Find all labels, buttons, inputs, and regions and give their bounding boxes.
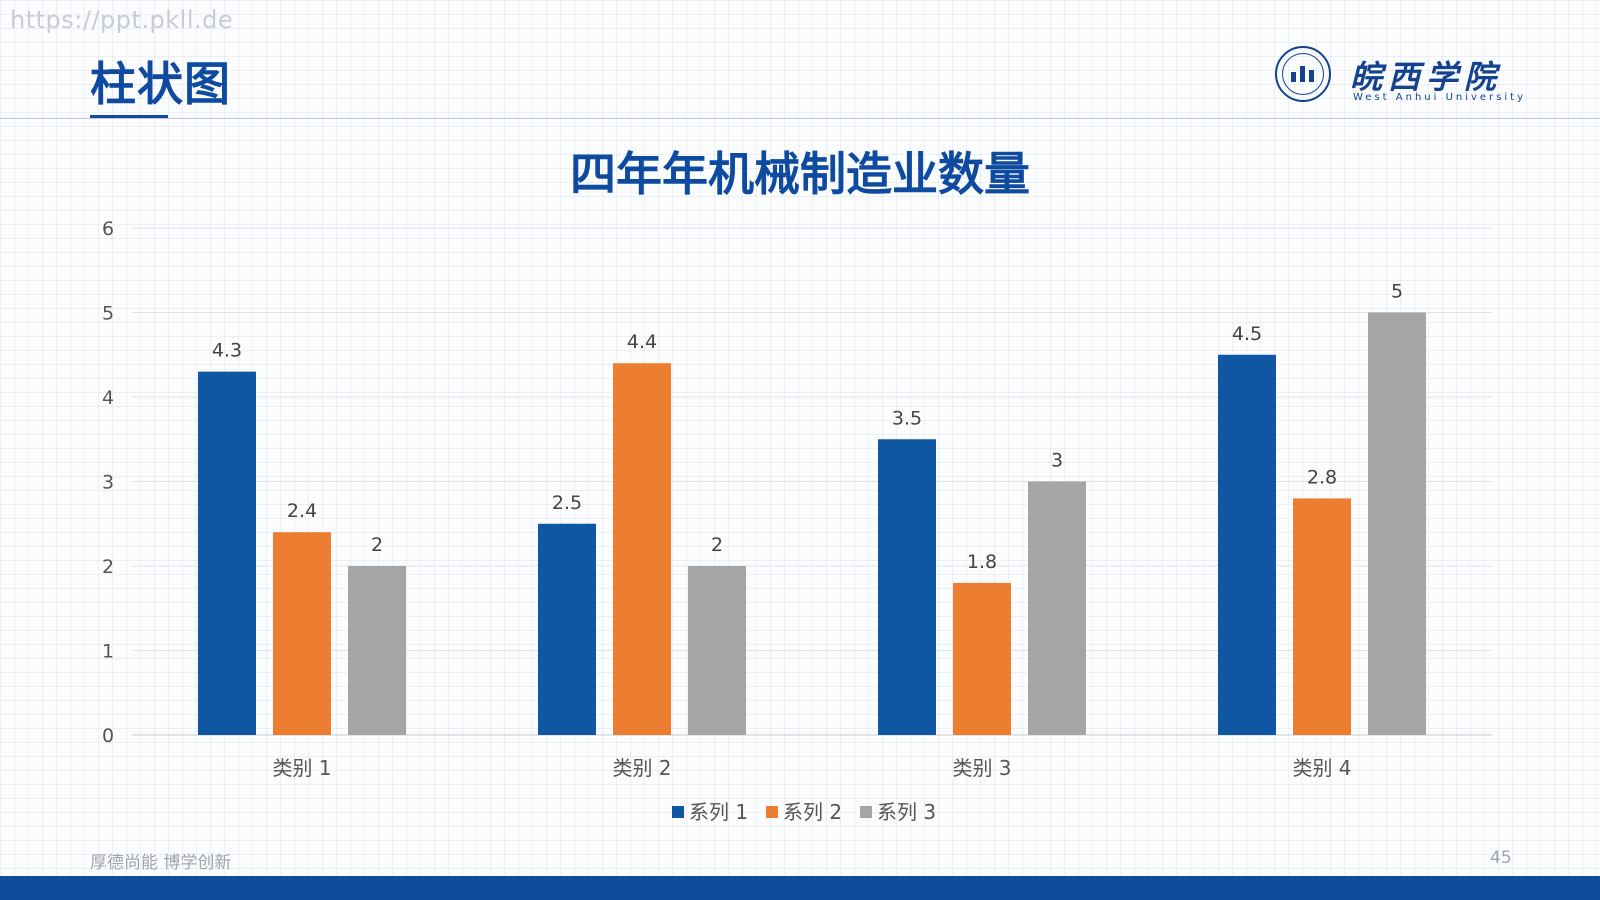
data-label: 1.8 <box>967 551 997 573</box>
legend-swatch <box>766 806 778 818</box>
data-label: 2.4 <box>287 500 317 522</box>
legend-swatch <box>860 806 872 818</box>
bar <box>198 371 256 735</box>
page-number: 45 <box>1490 848 1512 868</box>
x-tick-label: 类别 4 <box>1292 756 1351 780</box>
data-label: 4.5 <box>1232 323 1262 345</box>
legend-label: 系列 1 <box>689 800 748 824</box>
slide-title: 柱状图 <box>90 57 231 111</box>
y-tick-label: 3 <box>102 472 114 494</box>
data-label: 3.5 <box>892 407 922 429</box>
data-label: 2.5 <box>552 492 582 514</box>
bar <box>348 566 406 735</box>
university-logo: 皖西学院 West Anhui University <box>1275 46 1523 110</box>
legend-label: 系列 3 <box>877 800 936 824</box>
y-tick-label: 5 <box>102 303 114 325</box>
footer-bar <box>0 876 1600 900</box>
data-label: 2 <box>371 534 383 556</box>
bar <box>1293 498 1351 735</box>
title-underline <box>90 115 168 118</box>
data-label: 3 <box>1051 450 1063 472</box>
watermark-url: https://ppt.pkll.de <box>10 6 234 34</box>
data-label: 2 <box>711 534 723 556</box>
bar <box>953 582 1011 735</box>
y-tick-label: 2 <box>102 556 114 578</box>
x-tick-label: 类别 2 <box>612 756 671 780</box>
footer-motto: 厚德尚能 博学创新 <box>90 853 232 873</box>
data-label: 4.3 <box>212 340 242 362</box>
y-tick-label: 4 <box>102 387 114 409</box>
data-label: 5 <box>1391 281 1403 303</box>
bar <box>613 363 671 735</box>
legend-swatch <box>672 806 684 818</box>
bar <box>273 532 331 735</box>
university-name: 皖西学院 <box>1350 58 1503 96</box>
y-tick-label: 1 <box>102 641 114 663</box>
university-seal-icon <box>1275 46 1331 102</box>
x-tick-label: 类别 3 <box>952 756 1011 780</box>
x-tick-label: 类别 1 <box>272 756 331 780</box>
university-name-english: West Anhui University <box>1353 92 1527 103</box>
y-tick-label: 6 <box>102 218 114 240</box>
data-label: 4.4 <box>627 331 657 353</box>
bar <box>1368 312 1426 735</box>
bar <box>688 566 746 735</box>
legend-label: 系列 2 <box>783 800 842 824</box>
data-label: 2.8 <box>1307 466 1337 488</box>
chart-title: 四年年机械制造业数量 <box>570 147 1030 201</box>
bar <box>878 439 936 735</box>
header-divider <box>0 118 1600 119</box>
bar <box>1028 481 1086 735</box>
bar <box>1218 354 1276 735</box>
y-tick-label: 0 <box>102 725 114 747</box>
bar <box>538 523 596 735</box>
